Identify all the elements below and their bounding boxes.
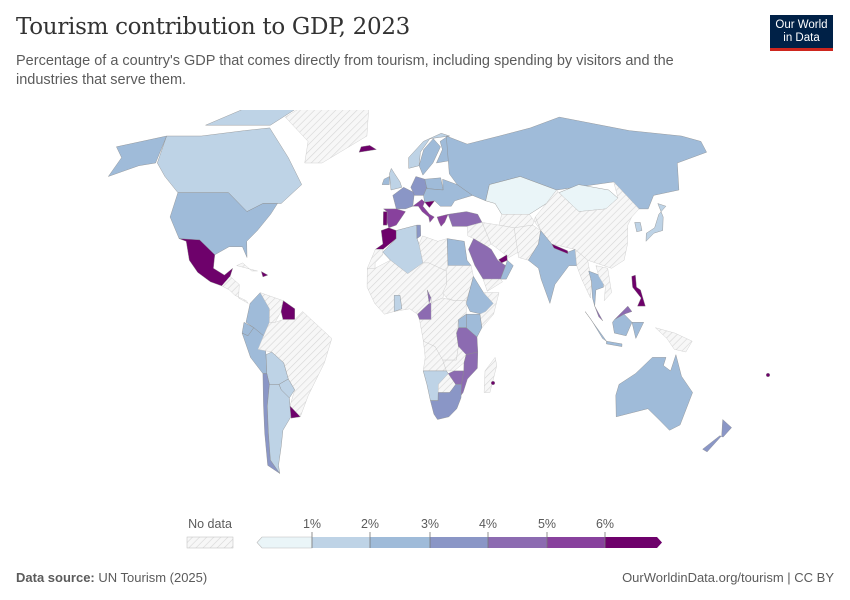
country-france[interactable]: France: 3-4%	[392, 187, 415, 210]
country-central-america[interactable]: Central America: no data	[221, 276, 249, 304]
legend-bar	[186, 532, 662, 549]
country-greenland[interactable]: Greenland: no data	[284, 110, 369, 164]
country-alaska[interactable]: Alaska: 2-3%	[107, 135, 167, 177]
country-vietnam-and-laos[interactable]: Vietnam and Laos: no data	[595, 265, 612, 302]
owid-logo[interactable]: Our World in Data	[770, 15, 833, 51]
country-indonesia-borneo-[interactable]: Indonesia (Borneo): 2-3%	[612, 313, 633, 337]
country-greece[interactable]: Greece: 5-6%	[436, 214, 449, 227]
country-japan[interactable]: Japan: 1-2%	[645, 203, 667, 242]
legend-no-data-swatch	[186, 536, 234, 549]
legend-bin-4[interactable]	[430, 537, 488, 548]
logo-line-1: Our World	[775, 19, 828, 31]
country-malaysia-peninsula-[interactable]: Malaysia (peninsula): 4-5%	[594, 306, 603, 322]
legend-bin-7[interactable]	[605, 537, 662, 548]
chart-subtitle: Percentage of a country's GDP that comes…	[16, 53, 674, 88]
legend-bin-5[interactable]	[488, 537, 547, 548]
legend-tick-label: 6%	[595, 517, 615, 531]
no-data-label: No data	[188, 517, 232, 531]
country-new-zealand[interactable]: New Zealand: 3-4%	[702, 419, 732, 453]
legend-bin-2[interactable]	[312, 537, 370, 548]
country-south-korea[interactable]: South Korea: 1-2%	[634, 222, 643, 233]
country-cuba[interactable]: Cuba: no data	[236, 262, 258, 272]
country-uruguay[interactable]: Uruguay: >6%	[289, 405, 301, 419]
legend-tick-label: 3%	[420, 517, 440, 531]
country-myanmar[interactable]: Myanmar: no data	[574, 248, 592, 299]
country-russia[interactable]: Russia: 2-3%	[446, 116, 707, 210]
country-ghana[interactable]: Ghana: 1-2%	[394, 295, 403, 312]
country-tunisia[interactable]: Tunisia: 3-4%	[416, 224, 421, 239]
country-java[interactable]: Java: 2-3%	[606, 340, 623, 347]
country-layer: Canada: 1-2%Canadian Arctic: 1-2%Greenla…	[107, 110, 771, 474]
legend-bin-6[interactable]	[547, 537, 605, 548]
country-poland[interactable]: Poland: 2-3%	[424, 177, 444, 191]
country-united-kingdom[interactable]: United Kingdom: 1-2%	[389, 167, 403, 191]
legend-bin-1[interactable]	[256, 536, 313, 549]
country-argentina[interactable]: Argentina: 1-2%	[267, 384, 292, 474]
legend-tick-label: 1%	[302, 517, 322, 531]
country-australia[interactable]: Australia: 2-3%	[615, 353, 693, 431]
country-dominican-republic[interactable]: Dominican Republic: >6%	[260, 271, 269, 278]
country-fiji[interactable]: Fiji: >6%	[766, 373, 771, 378]
country-canadian-arctic[interactable]: Canadian Arctic: 1-2%	[205, 110, 305, 126]
country-mauritius[interactable]: Mauritius: >6%	[491, 381, 496, 386]
legend-tick-label: 2%	[360, 517, 380, 531]
legend-tick-label: 4%	[478, 517, 498, 531]
country-mozambique[interactable]: Mozambique: 4-5%	[460, 351, 479, 396]
data-source: Data source: UN Tourism (2025)	[16, 570, 207, 585]
legend-tick-label: 5%	[537, 517, 557, 531]
country-papua-new-guinea[interactable]: Papua New Guinea: no data	[655, 327, 693, 353]
country-philippines[interactable]: Philippines: >6%	[631, 274, 646, 307]
country-sulawesi[interactable]: Sulawesi: 2-3%	[631, 322, 645, 340]
country-oman[interactable]: Oman: 2-3%	[500, 259, 514, 280]
country-guyana[interactable]: Guyana: >6%	[280, 300, 296, 320]
country-sweden[interactable]: Sweden: 2-3%	[418, 138, 441, 176]
country-yemen[interactable]: Yemen: no data	[482, 278, 503, 292]
country-portugal[interactable]: Portugal: >6%	[382, 211, 388, 226]
country-egypt[interactable]: Egypt: 2-3%	[446, 238, 472, 266]
chart-title: Tourism contribution to GDP, 2023	[16, 14, 411, 40]
country-eastern-europe[interactable]: Eastern Europe: 2-3%	[423, 178, 473, 207]
world-map: Canada: 1-2%Canadian Arctic: 1-2%Greenla…	[107, 110, 771, 474]
country-iran[interactable]: Iran: no data	[481, 222, 519, 258]
country-sumatra[interactable]: Sumatra: 2-3%	[584, 311, 607, 342]
logo-line-2: in Data	[783, 32, 820, 44]
legend-bin-3[interactable]	[370, 537, 430, 548]
country-madagascar[interactable]: Madagascar: no data	[483, 356, 498, 393]
country-ireland[interactable]: Ireland: 2-3%	[381, 176, 390, 185]
country-morocco[interactable]: Morocco: >6%	[374, 227, 397, 250]
country-nepal[interactable]: Nepal: >6%	[551, 243, 569, 255]
source-label: Data source:	[16, 570, 95, 585]
country-iceland[interactable]: Iceland: >6%	[358, 145, 377, 153]
country-italy[interactable]: Italy: 5-6%	[412, 199, 435, 223]
source-value: UN Tourism (2025)	[98, 570, 208, 585]
source-link[interactable]: OurWorldinData.org/tourism | CC BY	[622, 570, 834, 585]
country-south-africa[interactable]: South Africa: 3-4%	[430, 384, 462, 420]
legend: No data 1% 2% 3% 4% 5% 6%	[0, 510, 850, 560]
country-norway[interactable]: Norway: 1-2%	[408, 133, 450, 169]
